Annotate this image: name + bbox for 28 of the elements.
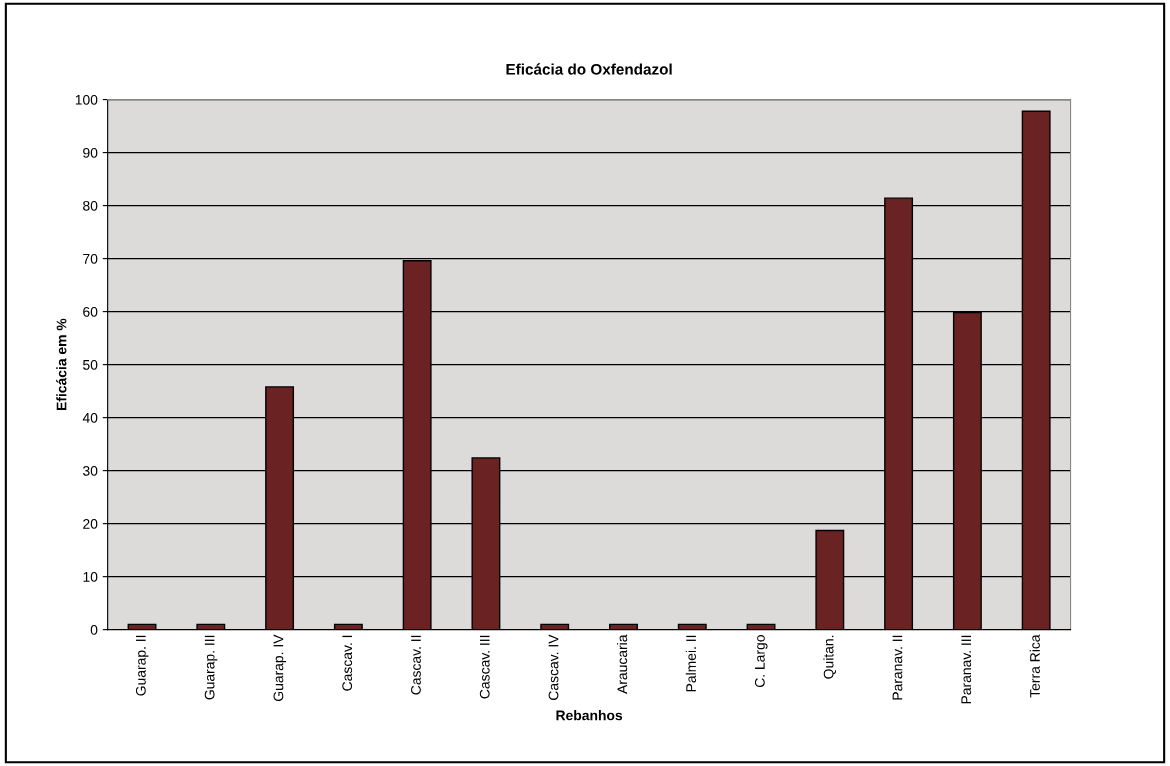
y-tick-label: 0 bbox=[90, 624, 98, 635]
x-tick-label: Araucaria bbox=[617, 634, 628, 694]
x-tick-label: Guarap. II bbox=[135, 635, 149, 696]
y-axis-title: Eficácia em % bbox=[56, 318, 67, 411]
x-tick-label: Terra Rica bbox=[1029, 634, 1040, 698]
x-tick-label: Cascav. III bbox=[479, 635, 490, 699]
x-tick-label: Cascav. I bbox=[342, 635, 353, 691]
chart-title: Eficácia do Oxfendazol bbox=[506, 63, 672, 75]
y-tick-label: 20 bbox=[83, 518, 98, 529]
y-tick-label: 100 bbox=[75, 94, 98, 105]
y-tick-label: 60 bbox=[83, 306, 98, 317]
y-tick-label: 80 bbox=[83, 200, 98, 211]
x-tick-label: Paranav. II bbox=[892, 635, 903, 700]
x-tick-label: Paranav. III bbox=[961, 635, 972, 704]
y-tick-label: 70 bbox=[83, 253, 98, 264]
y-tick-label: 40 bbox=[82, 412, 98, 423]
y-tick-label: 50 bbox=[83, 359, 98, 370]
x-tick-label: Cascav. II bbox=[411, 635, 421, 695]
x-tick-label: Cascav. IV bbox=[548, 634, 559, 700]
x-axis-title: Rebanhos bbox=[556, 710, 623, 721]
y-tick-label: 90 bbox=[83, 147, 98, 158]
x-tick-label: Guarap. IV bbox=[273, 634, 287, 701]
y-tick-label: 10 bbox=[83, 571, 98, 582]
x-tick-label: Palmei. II bbox=[685, 635, 696, 692]
x-tick-label: Quitan. bbox=[823, 635, 837, 679]
x-tick-label: Guarap. III bbox=[204, 635, 218, 700]
x-tick-label: C. Largo bbox=[754, 635, 768, 688]
y-tick-label: 30 bbox=[83, 465, 98, 476]
